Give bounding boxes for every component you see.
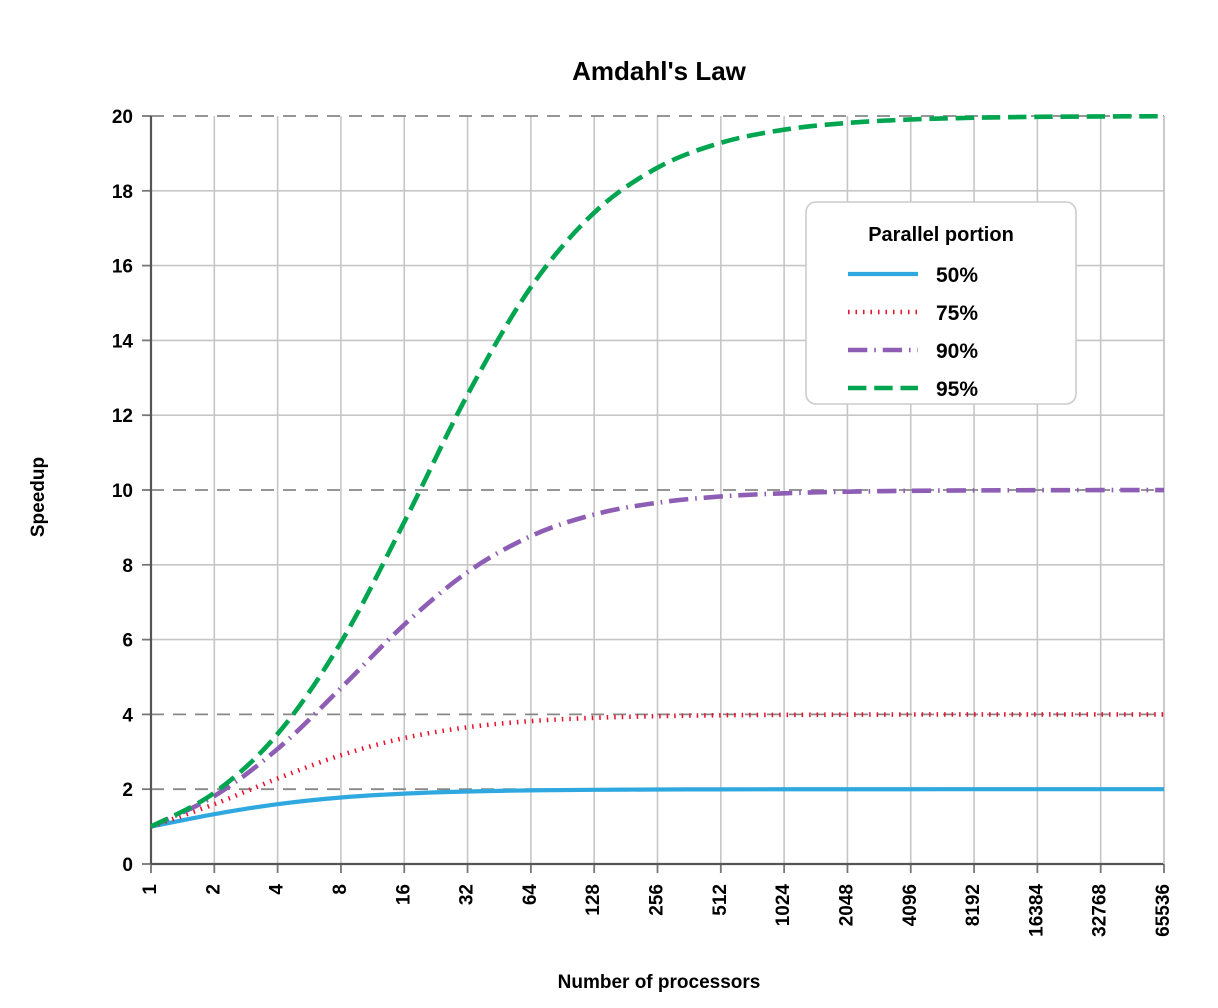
y-tick-labels: 0 2 4 6 8 10 12 14 16 18 20	[112, 107, 134, 876]
legend[interactable]: Parallel portion 50% 75% 90% 95%	[805, 201, 1077, 405]
legend-title: Parallel portion	[868, 224, 1014, 246]
y-tick-label: 14	[112, 331, 134, 352]
y-tick-label: 8	[122, 556, 133, 577]
x-tick-label: 32768	[1090, 884, 1111, 937]
series-line-50pct	[150, 787, 1164, 829]
x-tick-label: 256	[647, 884, 668, 916]
legend-entry[interactable]: 75%	[848, 302, 978, 325]
x-tick-label: 128	[583, 884, 604, 916]
chart-title: Amdahl's Law	[572, 56, 747, 86]
legend-entry[interactable]: 50%	[848, 264, 978, 287]
x-tick-label: 2	[203, 884, 224, 895]
x-tick-label: 1024	[773, 884, 794, 927]
x-tick-label: 8192	[963, 884, 984, 926]
x-tick-label: 32	[457, 884, 478, 905]
series-line-95pct	[149, 113, 1165, 829]
legend-entry[interactable]: 95%	[848, 378, 978, 401]
legend-label-75pct: 75%	[936, 302, 978, 325]
legend-entry[interactable]: 90%	[848, 340, 978, 363]
x-axis-label: Number of processors	[558, 972, 761, 993]
y-axis-label: Speedup	[28, 457, 49, 537]
y-tick-label: 10	[112, 481, 133, 502]
legend-label-95pct: 95%	[936, 378, 978, 401]
legend-entries: 50% 75% 90% 95%	[848, 264, 978, 401]
x-tick-label: 64	[520, 884, 541, 906]
y-tick-label: 6	[122, 631, 133, 652]
y-tick-label: 18	[112, 182, 133, 203]
x-tick-label: 512	[710, 884, 731, 916]
x-tick-label: 1	[140, 884, 161, 895]
x-tick-label: 4	[267, 884, 288, 895]
legend-label-50pct: 50%	[936, 264, 978, 287]
x-tick-label: 16	[393, 884, 414, 905]
tick-marks	[142, 115, 1165, 873]
x-tick-label: 2048	[836, 884, 857, 926]
legend-label-90pct: 90%	[936, 340, 978, 363]
y-tick-label: 16	[112, 257, 133, 278]
x-tick-label: 8	[330, 884, 351, 895]
y-tick-label: 2	[122, 780, 133, 801]
series-line-75pct	[150, 712, 1165, 829]
data-series	[149, 113, 1165, 829]
x-tick-label: 16384	[1026, 884, 1047, 937]
axis-spines	[149, 116, 1165, 866]
x-tick-label: 65536	[1153, 884, 1174, 937]
y-tick-label: 12	[112, 406, 133, 427]
y-tick-label: 4	[122, 705, 133, 726]
y-tick-label: 0	[122, 855, 133, 876]
x-tick-label: 4096	[900, 884, 921, 926]
legend-box	[805, 201, 1077, 405]
y-tick-label: 20	[112, 107, 133, 128]
x-tick-labels: 1 2 4 8 16 32 64 128 256 512 1024 2048 4096 8192 16384…	[140, 884, 1174, 937]
